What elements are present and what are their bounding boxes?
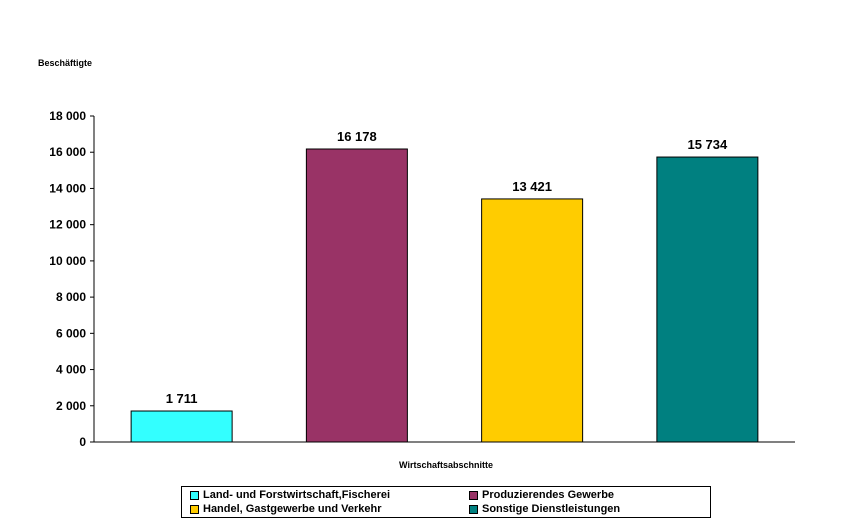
bar xyxy=(656,156,759,443)
legend-item-1: Land- und Forstwirtschaft,Fischerei xyxy=(190,489,390,501)
y-tick-label: 4 000 xyxy=(56,363,86,377)
plot-area: 0 2 000 4 000 6 000 8 000 10 000 12 000 14 000 1… xyxy=(49,109,795,449)
legend-swatch-4 xyxy=(469,504,478,514)
y-tick-label: 12 000 xyxy=(49,218,86,232)
legend-swatch-2 xyxy=(469,490,478,500)
y-axis-label: Beschäftigte xyxy=(38,58,92,68)
bar-value-label: 16 178 xyxy=(337,129,377,144)
y-tick-label: 10 000 xyxy=(49,254,86,268)
legend-label-4: Sonstige Dienstleistungen xyxy=(482,503,621,515)
bar-value-label: 1 711 xyxy=(166,391,198,406)
legend-item-4: Sonstige Dienstleistungen xyxy=(469,503,620,515)
bar-value-label: 13 421 xyxy=(512,179,552,194)
legend-item-2: Produzierendes Gewerbe xyxy=(469,489,614,501)
legend-swatch-3 xyxy=(190,504,199,514)
y-tick-label: 8 000 xyxy=(56,290,86,304)
bar-value-label: 15 734 xyxy=(687,137,728,152)
legend-label-2: Produzierendes Gewerbe xyxy=(482,489,615,501)
y-tick-label: 0 xyxy=(79,435,86,449)
bar xyxy=(130,410,233,443)
legend-label-1: Land- und Forstwirtschaft,Fischerei xyxy=(203,489,391,501)
bar-chart: Beschäftigte Wirtschaftsabschnitte 0 2 00… xyxy=(38,58,795,470)
y-tick-label: 18 000 xyxy=(49,109,86,123)
legend-item-3: Handel, Gastgewerbe und Verkehr xyxy=(190,503,382,515)
x-axis-label: Wirtschaftsabschnitte xyxy=(399,460,493,470)
y-tick-label: 6 000 xyxy=(56,326,86,340)
y-tick-label: 14 000 xyxy=(49,181,86,195)
legend: Land- und Forstwirtschaft,Fischerei Prod… xyxy=(181,486,711,518)
bar xyxy=(305,148,408,443)
y-tick-label: 2 000 xyxy=(56,399,86,413)
bar xyxy=(481,198,584,443)
legend-label-3: Handel, Gastgewerbe und Verkehr xyxy=(203,503,382,515)
legend-swatch-1 xyxy=(190,490,199,500)
y-tick-label: 16 000 xyxy=(49,145,86,159)
